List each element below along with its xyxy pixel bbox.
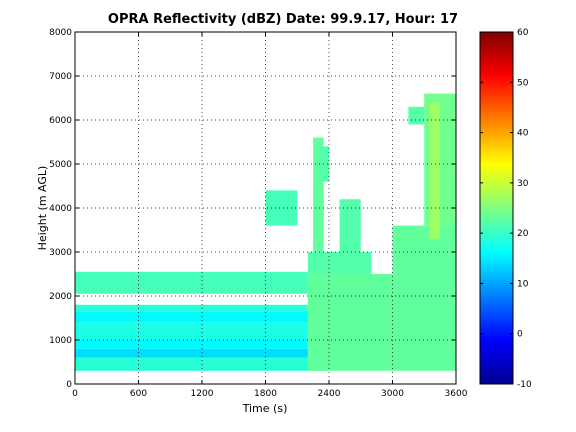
colorbar-tick-label: 60 [517, 28, 529, 38]
y-tick-label: 0 [66, 380, 72, 390]
y-axis-label: Height (m AGL) [36, 166, 49, 251]
y-tick-label: 6000 [49, 116, 72, 126]
colorbar-tick-label: 30 [517, 179, 529, 189]
grid-lines [75, 32, 456, 384]
colorbar-ticks: -10 0 10 20 30 40 50 60 [480, 28, 532, 390]
echo-cell [75, 311, 319, 323]
echo-cell [75, 348, 329, 358]
x-axis-ticks: 0 600 1200 1800 2400 3000 3600 [72, 32, 468, 399]
y-tick-label: 1000 [49, 336, 72, 346]
y-tick-label: 3000 [49, 248, 72, 258]
echo-cell [307, 274, 456, 371]
x-tick-label: 0 [72, 389, 78, 399]
echo-cell [75, 304, 308, 312]
x-tick-label: 3600 [445, 389, 468, 399]
colorbar-tick-label: 0 [517, 330, 523, 340]
echo-cell [307, 252, 372, 274]
colorbar-tick-label: 20 [517, 229, 529, 239]
echo-cell [265, 190, 298, 226]
x-tick-label: 1800 [254, 389, 277, 399]
y-tick-label: 5000 [49, 160, 72, 170]
colorbar-tick-label: 10 [517, 279, 529, 289]
echo-cell [429, 102, 441, 239]
echo-cell [408, 106, 425, 125]
echo-cell [75, 271, 308, 294]
x-tick-label: 1200 [191, 389, 214, 399]
y-axis-ticks: 0 1000 2000 3000 4000 5000 6000 7000 8000 [49, 28, 456, 390]
x-tick-label: 600 [130, 389, 147, 399]
colorbar-tick-label: -10 [517, 380, 532, 390]
echo-cell [339, 199, 361, 252]
y-tick-label: 7000 [49, 72, 72, 82]
echo-cell [75, 322, 319, 340]
colorbar-tick-label: 50 [517, 78, 529, 88]
chart-title: OPRA Reflectivity (dBZ) Date: 99.9.17, H… [108, 12, 458, 27]
y-tick-label: 4000 [49, 204, 72, 214]
y-tick-label: 8000 [49, 28, 72, 38]
colorbar-tick-label: 40 [517, 129, 529, 139]
x-tick-label: 3000 [381, 389, 404, 399]
echo-cell [392, 225, 456, 274]
echo-cell [313, 137, 324, 252]
x-axis-label: Time (s) [242, 402, 288, 415]
colorbar [479, 31, 514, 385]
y-tick-label: 2000 [49, 292, 72, 302]
x-tick-label: 2400 [318, 389, 341, 399]
